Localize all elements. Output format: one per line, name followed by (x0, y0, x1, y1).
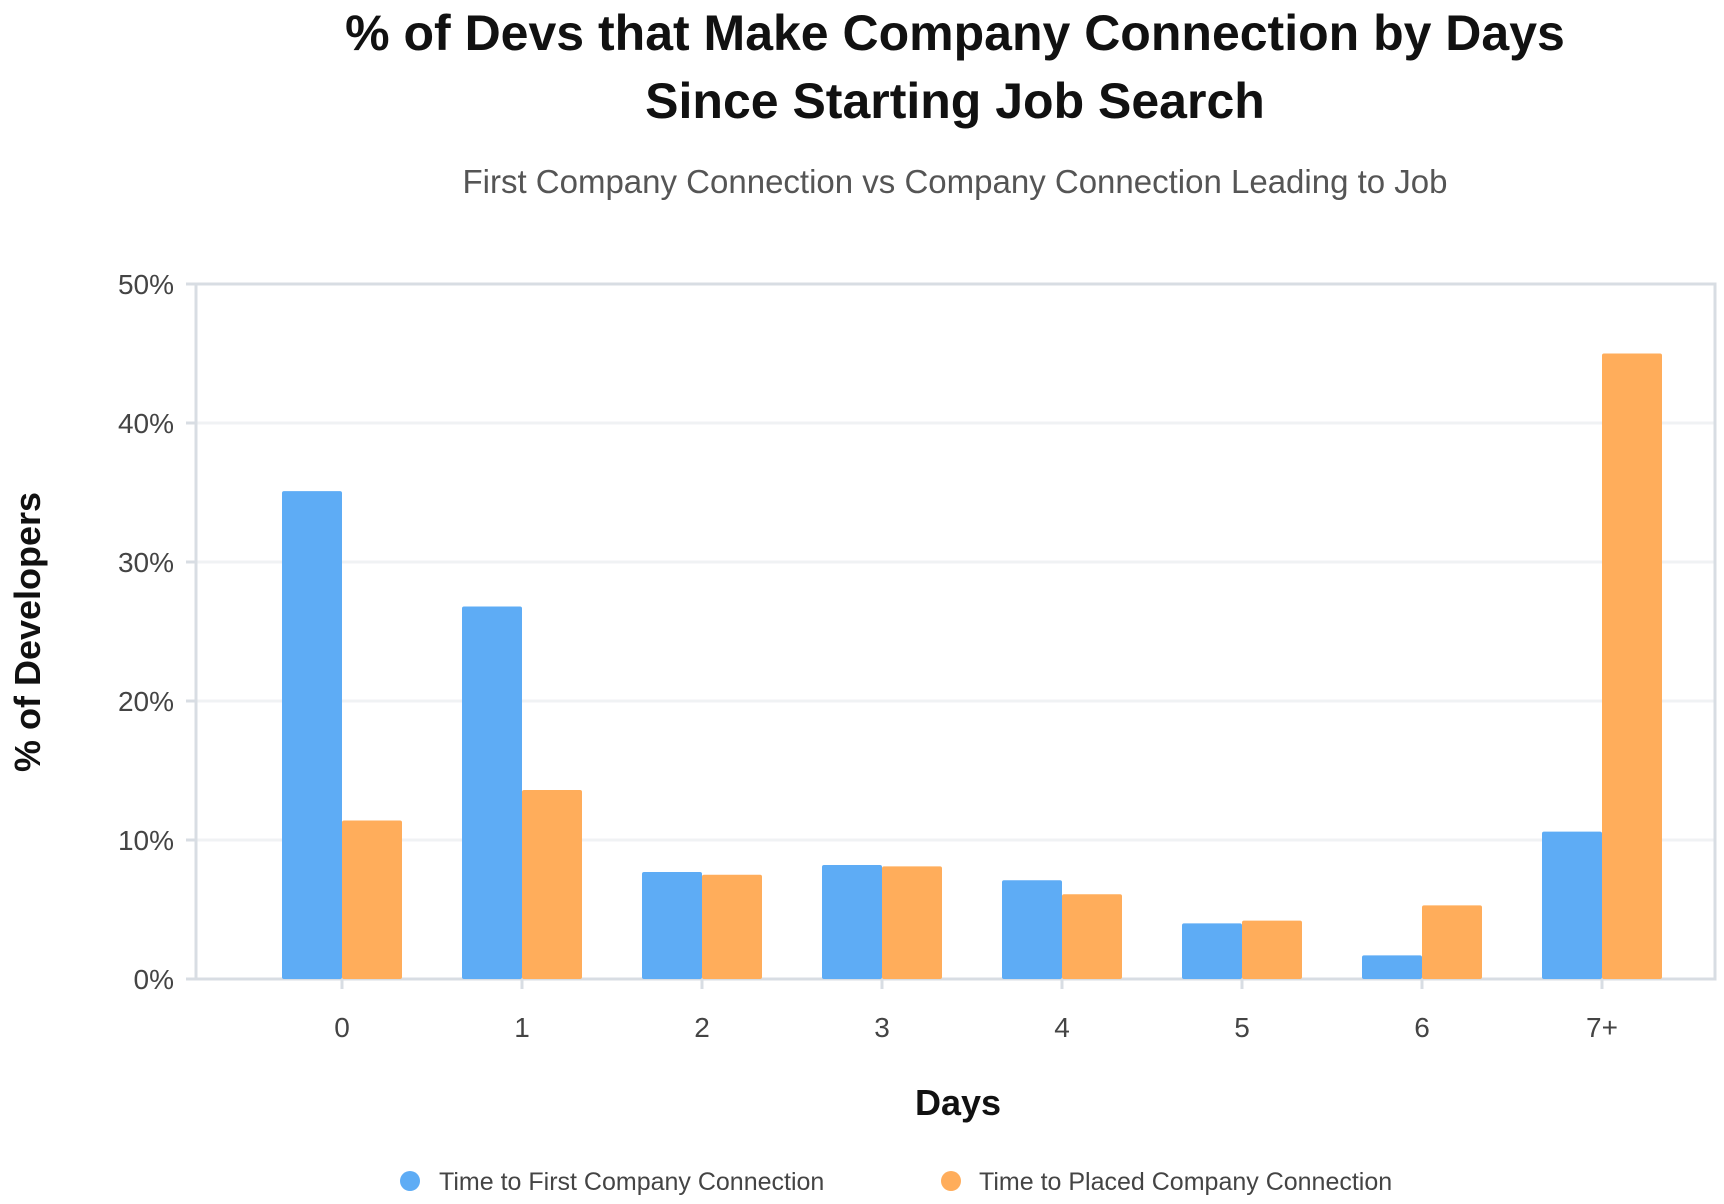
y-tick-label-10: 10% (118, 825, 174, 856)
y-tick-label-0: 0% (134, 964, 174, 995)
chart-subtitle: First Company Connection vs Company Conn… (462, 163, 1447, 200)
legend-swatch-placed (941, 1171, 961, 1191)
bar-first-0[interactable] (282, 491, 342, 979)
chart-title-line-1: % of Devs that Make Company Connection b… (345, 5, 1565, 61)
bar-first-6[interactable] (1362, 955, 1422, 979)
bar-placed-5[interactable] (1242, 920, 1302, 979)
legend: Time to First Company Connection Time to… (400, 1168, 1392, 1196)
y-tick-label-30: 30% (118, 547, 174, 578)
legend-item-first[interactable]: Time to First Company Connection (400, 1168, 824, 1196)
x-tick-label-0: 0 (334, 1012, 350, 1043)
x-axis-ticks: 0 1 2 3 4 5 6 7+ (334, 979, 1618, 1043)
x-tick-label-3: 3 (874, 1012, 890, 1043)
bar-placed-4[interactable] (1062, 894, 1122, 979)
x-tick-label-7+: 7+ (1586, 1012, 1618, 1043)
y-tick-label-20: 20% (118, 686, 174, 717)
x-tick-label-6: 6 (1414, 1012, 1430, 1043)
bar-placed-3[interactable] (882, 866, 942, 979)
bar-first-3[interactable] (822, 865, 882, 979)
y-tick-label-40: 40% (118, 408, 174, 439)
legend-item-placed[interactable]: Time to Placed Company Connection (941, 1168, 1392, 1196)
bar-first-4[interactable] (1002, 880, 1062, 979)
y-axis-title: % of Developers (7, 492, 48, 772)
legend-swatch-first (400, 1171, 420, 1191)
bars (282, 353, 1662, 980)
bar-placed-0[interactable] (342, 820, 402, 979)
bar-placed-1[interactable] (522, 789, 582, 979)
plot-area-frame (194, 282, 1717, 981)
legend-label-first: Time to First Company Connection (439, 1168, 824, 1196)
bar-first-7+[interactable] (1542, 831, 1602, 979)
legend-label-placed: Time to Placed Company Connection (979, 1168, 1392, 1196)
x-tick-label-4: 4 (1054, 1012, 1070, 1043)
bar-placed-2[interactable] (702, 874, 762, 979)
grid-lines (196, 421, 1715, 842)
x-axis-title: Days (915, 1082, 1001, 1123)
bar-first-2[interactable] (642, 871, 702, 979)
x-tick-label-1: 1 (514, 1012, 530, 1043)
bar-placed-7+[interactable] (1602, 353, 1662, 980)
y-tick-label-50: 50% (118, 269, 174, 300)
chart-title-line-2: Since Starting Job Search (645, 73, 1265, 129)
bar-first-1[interactable] (462, 606, 522, 979)
x-tick-label-5: 5 (1234, 1012, 1250, 1043)
x-tick-label-2: 2 (694, 1012, 710, 1043)
y-axis-ticks: 0% 10% 20% 30% 40% 50% (118, 269, 196, 995)
bar-first-5[interactable] (1182, 923, 1242, 979)
bar-placed-6[interactable] (1422, 905, 1482, 979)
